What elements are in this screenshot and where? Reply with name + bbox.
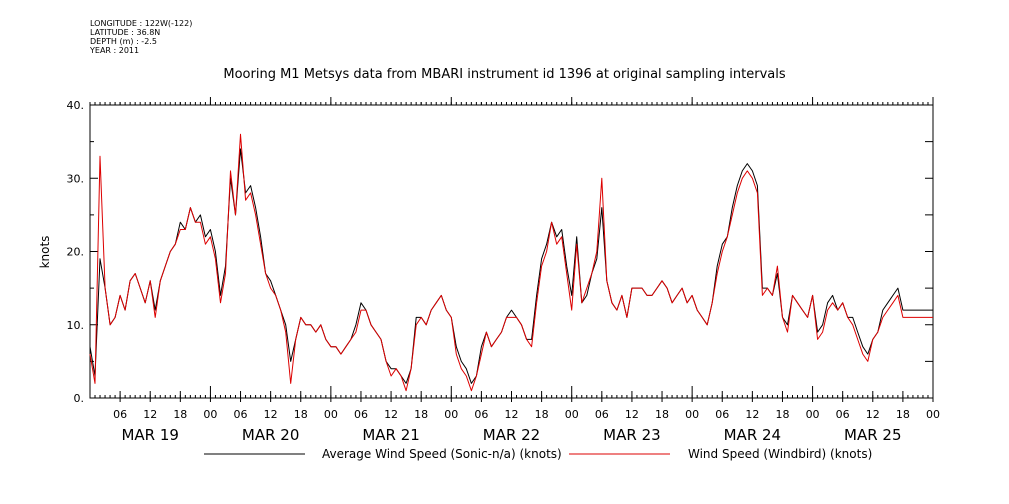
x-tick-label: 00 [324, 408, 338, 421]
y-tick-label: 40. [67, 99, 85, 112]
x-tick-label: 00 [685, 408, 699, 421]
axis-ticks [89, 97, 934, 402]
x-day-label: MAR 20 [242, 426, 299, 444]
x-day-label: MAR 21 [362, 426, 419, 444]
series-lines [89, 133, 933, 392]
x-tick-label: 06 [474, 408, 488, 421]
legend-label-average: Average Wind Speed (Sonic-n/a) (knots) [322, 447, 562, 461]
x-day-label: MAR 25 [844, 426, 901, 444]
series-line-windbird-wind-speed [89, 133, 933, 392]
x-tick-label: 06 [113, 408, 127, 421]
x-tick-label: 18 [896, 408, 910, 421]
x-tick-label: 12 [505, 408, 519, 421]
x-day-label: MAR 23 [603, 426, 660, 444]
y-axis-label: knots [38, 236, 52, 269]
x-tick-labels: 06 12 18 00 06 12 18 00 06 12 18 00 06 12 18 00 06 12 18 00… [113, 408, 940, 421]
x-day-label: MAR 19 [121, 426, 178, 444]
x-tick-label: 06 [715, 408, 729, 421]
year-label: YEAR : 2011 [90, 46, 140, 55]
x-day-label: MAR 24 [724, 426, 781, 444]
y-tick-label: 0. [74, 392, 85, 405]
x-tick-label: 12 [143, 408, 157, 421]
x-tick-label: 18 [535, 408, 549, 421]
y-tick-label: 20. [67, 246, 85, 259]
metadata-block: LONGITUDE : 122W(-122) LATITUDE : 36.8N … [90, 19, 192, 55]
x-tick-label: 12 [625, 408, 639, 421]
x-tick-label: 12 [264, 408, 278, 421]
x-tick-label: 00 [806, 408, 820, 421]
x-tick-label: 12 [866, 408, 880, 421]
y-tick-labels: 0. 10. 20. 30. 40. [67, 99, 85, 405]
x-day-labels: MAR 19 MAR 20 MAR 21 MAR 22 MAR 23 MAR 24 MAR … [121, 426, 901, 444]
x-tick-label: 12 [384, 408, 398, 421]
x-tick-label: 06 [354, 408, 368, 421]
latitude-label: LATITUDE : 36.8N [90, 28, 161, 37]
y-tick-label: 10. [67, 319, 85, 332]
longitude-label: LONGITUDE : 122W(-122) [90, 19, 193, 28]
depth-label: DEPTH (m) : -2.5 [90, 37, 157, 46]
y-tick-label: 30. [67, 172, 85, 185]
x-day-label: MAR 22 [483, 426, 540, 444]
x-tick-label: 00 [203, 408, 217, 421]
x-tick-label: 06 [836, 408, 850, 421]
x-tick-label: 18 [414, 408, 428, 421]
plot-frame [89, 104, 934, 399]
x-tick-label: 00 [565, 408, 579, 421]
x-tick-label: 00 [926, 408, 940, 421]
x-tick-label: 12 [745, 408, 759, 421]
x-tick-label: 06 [595, 408, 609, 421]
chart-title: Mooring M1 Metsys data from MBARI instru… [223, 67, 786, 82]
x-tick-label: 06 [234, 408, 248, 421]
x-tick-label: 18 [655, 408, 669, 421]
x-tick-label: 00 [444, 408, 458, 421]
x-tick-label: 18 [294, 408, 308, 421]
legend-label-windbird: Wind Speed (Windbird) (knots) [688, 447, 872, 461]
x-tick-label: 18 [173, 408, 187, 421]
x-tick-label: 18 [775, 408, 789, 421]
